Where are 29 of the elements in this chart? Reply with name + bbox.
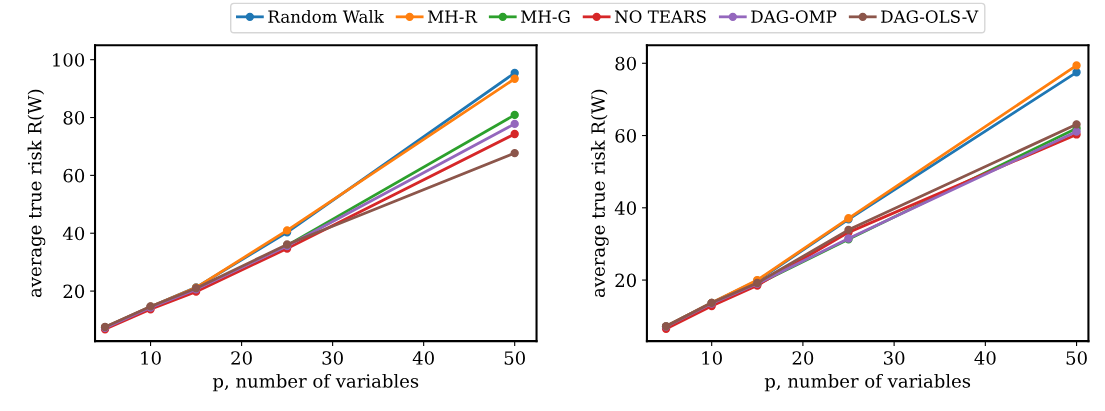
legend-label: MH-R [427, 10, 478, 23]
y-tick-label: 80 [615, 56, 636, 71]
y-tick-label: 60 [63, 168, 85, 183]
legend-label: DAG-OLS-V [881, 10, 979, 23]
x-axis-title: p, number of variables [764, 373, 971, 392]
y-tick-label: 40 [614, 201, 636, 215]
legend-label: MH-G [521, 10, 570, 23]
x-tick-label: 10 [702, 351, 722, 365]
x-tick-label: 50 [1066, 351, 1087, 365]
y-tick-label: 100 [53, 53, 85, 67]
y-tick-label: 80 [63, 110, 85, 125]
y-tick-label: 20 [615, 273, 636, 288]
legend-label: NO TEARS [614, 10, 706, 23]
y-tick-label: 40 [62, 226, 85, 241]
x-axis-title: p, number of variables [212, 373, 419, 392]
legend-label: DAG-OMP [751, 10, 837, 23]
x-tick-label: 30 [322, 351, 343, 365]
y-tick-label: 20 [63, 284, 85, 299]
x-tick-label: 30 [884, 351, 905, 365]
x-tick-label: 20 [792, 351, 814, 365]
y-tick-label: 60 [615, 129, 636, 143]
y-axis-title: average true risk R(W) [27, 89, 46, 298]
x-tick-label: 40 [412, 351, 434, 365]
x-tick-label: 40 [974, 351, 996, 365]
legend-label: Random Walk [268, 10, 384, 23]
x-tick-label: 10 [141, 351, 161, 365]
x-tick-label: 20 [231, 351, 252, 365]
y-axis-title: average true risk R(W) [590, 89, 609, 298]
x-tick-label: 50 [504, 351, 525, 365]
